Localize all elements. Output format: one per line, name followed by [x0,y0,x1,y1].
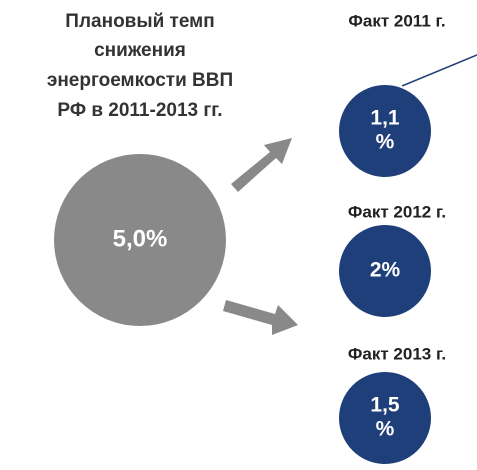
fact-circle [337,370,433,466]
plan-title: энергоемкости ВВП [47,70,233,91]
fact-value: 2% [370,259,401,282]
fact-circle [337,223,433,319]
plan-circle [54,154,226,326]
arrows [223,138,298,335]
plan-title: снижения [94,40,186,61]
plan-value: 5,0% [113,225,168,252]
arrow-down [223,300,298,335]
fact-value: % [376,418,395,441]
pointer-line [401,54,477,87]
fact-value: 1,1 [370,107,400,130]
fact-circle [337,83,433,179]
fact-label: Факт 2012 г. [348,202,446,221]
fact-label: Факт 2013 г. [348,344,446,363]
fact-value: % [376,131,395,154]
plan-title: Плановый темп [65,11,214,32]
fact-value: 1,5 [370,394,400,417]
arrow-up [231,138,292,192]
plan-title: РФ в 2011-2013 гг. [57,100,222,121]
fact-label: Факт 2011 г. [348,11,445,30]
